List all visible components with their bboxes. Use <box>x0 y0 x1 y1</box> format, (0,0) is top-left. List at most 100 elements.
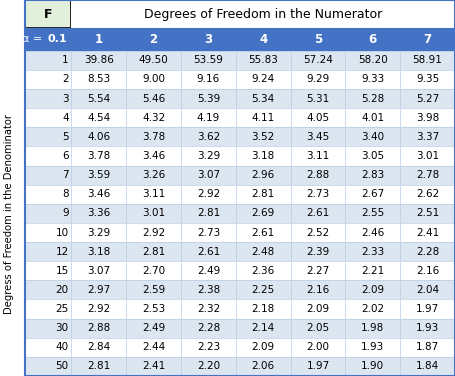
Text: 2.61: 2.61 <box>197 247 220 257</box>
Text: 2.67: 2.67 <box>361 189 384 199</box>
Text: 2.81: 2.81 <box>142 247 165 257</box>
Bar <box>126 318 181 338</box>
Bar <box>345 280 400 299</box>
Text: 3.40: 3.40 <box>361 132 384 142</box>
Bar <box>291 89 345 108</box>
Bar <box>400 89 455 108</box>
Bar <box>236 204 291 223</box>
Text: 3.37: 3.37 <box>416 132 439 142</box>
Text: 39.86: 39.86 <box>84 55 114 65</box>
Bar <box>181 242 236 261</box>
Text: 3.36: 3.36 <box>87 208 111 218</box>
Bar <box>236 28 291 51</box>
Text: 5.34: 5.34 <box>252 94 275 104</box>
Text: 1.98: 1.98 <box>361 323 384 333</box>
Bar <box>25 0 71 28</box>
Bar <box>400 357 455 376</box>
Text: 50: 50 <box>56 361 69 371</box>
Bar <box>345 127 400 146</box>
Bar <box>236 357 291 376</box>
Bar <box>71 261 126 280</box>
Bar <box>236 108 291 127</box>
Bar <box>126 185 181 204</box>
Text: 2.16: 2.16 <box>306 285 329 295</box>
Bar <box>291 70 345 89</box>
Bar <box>181 280 236 299</box>
Bar <box>400 70 455 89</box>
Bar <box>181 204 236 223</box>
Bar <box>25 357 71 376</box>
Bar <box>400 261 455 280</box>
Bar <box>236 51 291 70</box>
Text: 2: 2 <box>150 33 158 46</box>
Bar <box>236 204 291 223</box>
Bar <box>236 146 291 165</box>
Bar <box>25 127 71 146</box>
Text: 5.54: 5.54 <box>87 94 111 104</box>
Text: 2.32: 2.32 <box>197 304 220 314</box>
Bar <box>400 223 455 242</box>
Bar <box>345 185 400 204</box>
Bar <box>71 146 126 165</box>
Bar <box>71 242 126 261</box>
Bar <box>236 28 291 51</box>
Bar <box>400 242 455 261</box>
Text: 3.05: 3.05 <box>361 151 384 161</box>
Bar <box>345 146 400 165</box>
Bar <box>345 338 400 357</box>
Bar <box>291 223 345 242</box>
Bar <box>25 0 71 28</box>
Bar <box>345 28 400 51</box>
Bar <box>400 70 455 89</box>
Bar <box>236 357 291 376</box>
Text: 9.35: 9.35 <box>416 74 439 85</box>
Bar <box>236 108 291 127</box>
Text: 1.97: 1.97 <box>416 304 439 314</box>
Bar <box>126 338 181 357</box>
Bar <box>291 28 345 51</box>
Text: 4: 4 <box>62 113 69 123</box>
Bar <box>181 70 236 89</box>
Bar <box>291 28 345 51</box>
Bar <box>400 165 455 185</box>
Bar <box>291 165 345 185</box>
Bar <box>71 299 126 318</box>
Bar <box>126 70 181 89</box>
Bar <box>236 165 291 185</box>
Bar <box>126 185 181 204</box>
Bar <box>25 108 71 127</box>
Text: 5: 5 <box>62 132 69 142</box>
Bar <box>71 108 126 127</box>
Text: 2.81: 2.81 <box>197 208 220 218</box>
Text: 1.90: 1.90 <box>361 361 384 371</box>
Text: 2.70: 2.70 <box>142 266 165 276</box>
Text: 2.05: 2.05 <box>307 323 329 333</box>
Bar <box>181 28 236 51</box>
Bar <box>345 28 400 51</box>
Bar <box>181 204 236 223</box>
Bar <box>181 261 236 280</box>
Text: 58.91: 58.91 <box>413 55 443 65</box>
Bar <box>236 261 291 280</box>
Text: 55.83: 55.83 <box>248 55 278 65</box>
Text: 9.16: 9.16 <box>197 74 220 85</box>
Bar <box>291 299 345 318</box>
Text: 2: 2 <box>62 74 69 85</box>
Text: 9.29: 9.29 <box>306 74 329 85</box>
Text: 30: 30 <box>56 323 69 333</box>
Bar <box>291 299 345 318</box>
Bar <box>345 51 400 70</box>
Bar <box>236 127 291 146</box>
Text: 1.93: 1.93 <box>416 323 439 333</box>
Text: 1.97: 1.97 <box>306 361 329 371</box>
Text: 2.28: 2.28 <box>416 247 439 257</box>
Bar <box>291 280 345 299</box>
Bar <box>400 127 455 146</box>
Bar <box>345 51 400 70</box>
Bar <box>126 223 181 242</box>
Text: 2.06: 2.06 <box>252 361 275 371</box>
Bar <box>25 204 71 223</box>
Text: 2.21: 2.21 <box>361 266 384 276</box>
Text: 49.50: 49.50 <box>139 55 168 65</box>
Text: 2.59: 2.59 <box>142 285 165 295</box>
